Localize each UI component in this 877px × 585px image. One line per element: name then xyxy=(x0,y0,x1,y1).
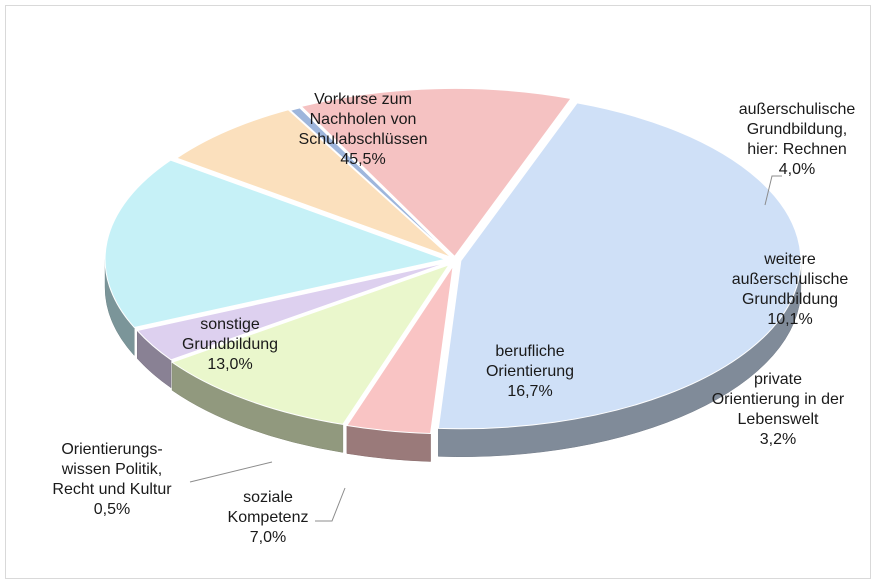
pie-slice-5 xyxy=(175,109,452,258)
label-weitere: weitere außerschulische Grundbildung 10,1% xyxy=(715,250,865,330)
pie-slice-7 xyxy=(300,87,572,258)
label-line: 0,5% xyxy=(93,501,131,518)
label-private: private Orientierung in der Lebenswelt 3,2% xyxy=(698,370,858,450)
label-vorkurse: Vorkurse zum Nachholen von Schulabschlüsse… xyxy=(278,90,448,170)
label-line: 13,0% xyxy=(207,356,253,373)
label-line: Lebenswelt xyxy=(737,411,819,428)
label-line: Kompetenz xyxy=(227,509,309,526)
leader-lines xyxy=(189,175,782,522)
label-orientierungswissen: Orientierungs-wissen Politik, Recht und K… xyxy=(32,440,192,520)
label-line: Grundbildung, xyxy=(746,121,848,138)
label-sonstige: sonstige Grundbildung 13,0% xyxy=(160,315,300,375)
pie-slice-6 xyxy=(289,107,454,259)
leader-orientierungswissen xyxy=(189,461,273,483)
pie-slice-0 xyxy=(437,102,802,430)
label-rechnen: außerschulische Grundbildung, hier: Rechne… xyxy=(722,100,872,180)
label-line: 10,1% xyxy=(767,311,813,328)
label-line: Grundbildung xyxy=(741,291,839,308)
label-line: soziale xyxy=(243,489,293,506)
leader-soziale xyxy=(315,487,346,522)
label-line: Orientierung in der xyxy=(711,391,845,408)
label-line: 4,0% xyxy=(778,161,816,178)
label-line: Schulabschlüssen xyxy=(298,131,428,148)
label-line: Grundbildung xyxy=(181,336,279,353)
pie-slice-1 xyxy=(346,265,454,435)
label-line: sonstige xyxy=(200,316,260,333)
label-line: Orientierung xyxy=(485,363,575,380)
label-line: 45,5% xyxy=(340,151,386,168)
label-line: Orientierungs- xyxy=(61,441,163,458)
label-line: berufliche xyxy=(495,343,565,360)
pie-slice-3 xyxy=(136,261,449,361)
label-line: 3,2% xyxy=(759,431,797,448)
label-line: weitere xyxy=(764,251,816,268)
label-line: wissen Politik, xyxy=(61,461,163,478)
label-line: Vorkurse zum xyxy=(314,91,412,108)
label-berufliche: berufliche Orientierung 16,7% xyxy=(460,342,600,402)
label-line: private xyxy=(753,371,803,388)
label-line: außerschulische xyxy=(731,271,849,288)
pie-slices xyxy=(104,87,802,435)
label-line: außerschulische xyxy=(738,101,856,118)
label-line: Recht und Kultur xyxy=(52,481,172,498)
label-line: 7,0% xyxy=(249,529,287,546)
label-line: 16,7% xyxy=(507,383,553,400)
label-soziale: soziale Kompetenz 7,0% xyxy=(208,488,328,548)
pie-slice-2 xyxy=(170,263,451,425)
label-line: Nachholen von xyxy=(309,111,417,128)
label-line: hier: Rechnen xyxy=(747,141,847,158)
pie-slice-4 xyxy=(104,159,447,329)
leader-rechnen xyxy=(764,175,782,206)
